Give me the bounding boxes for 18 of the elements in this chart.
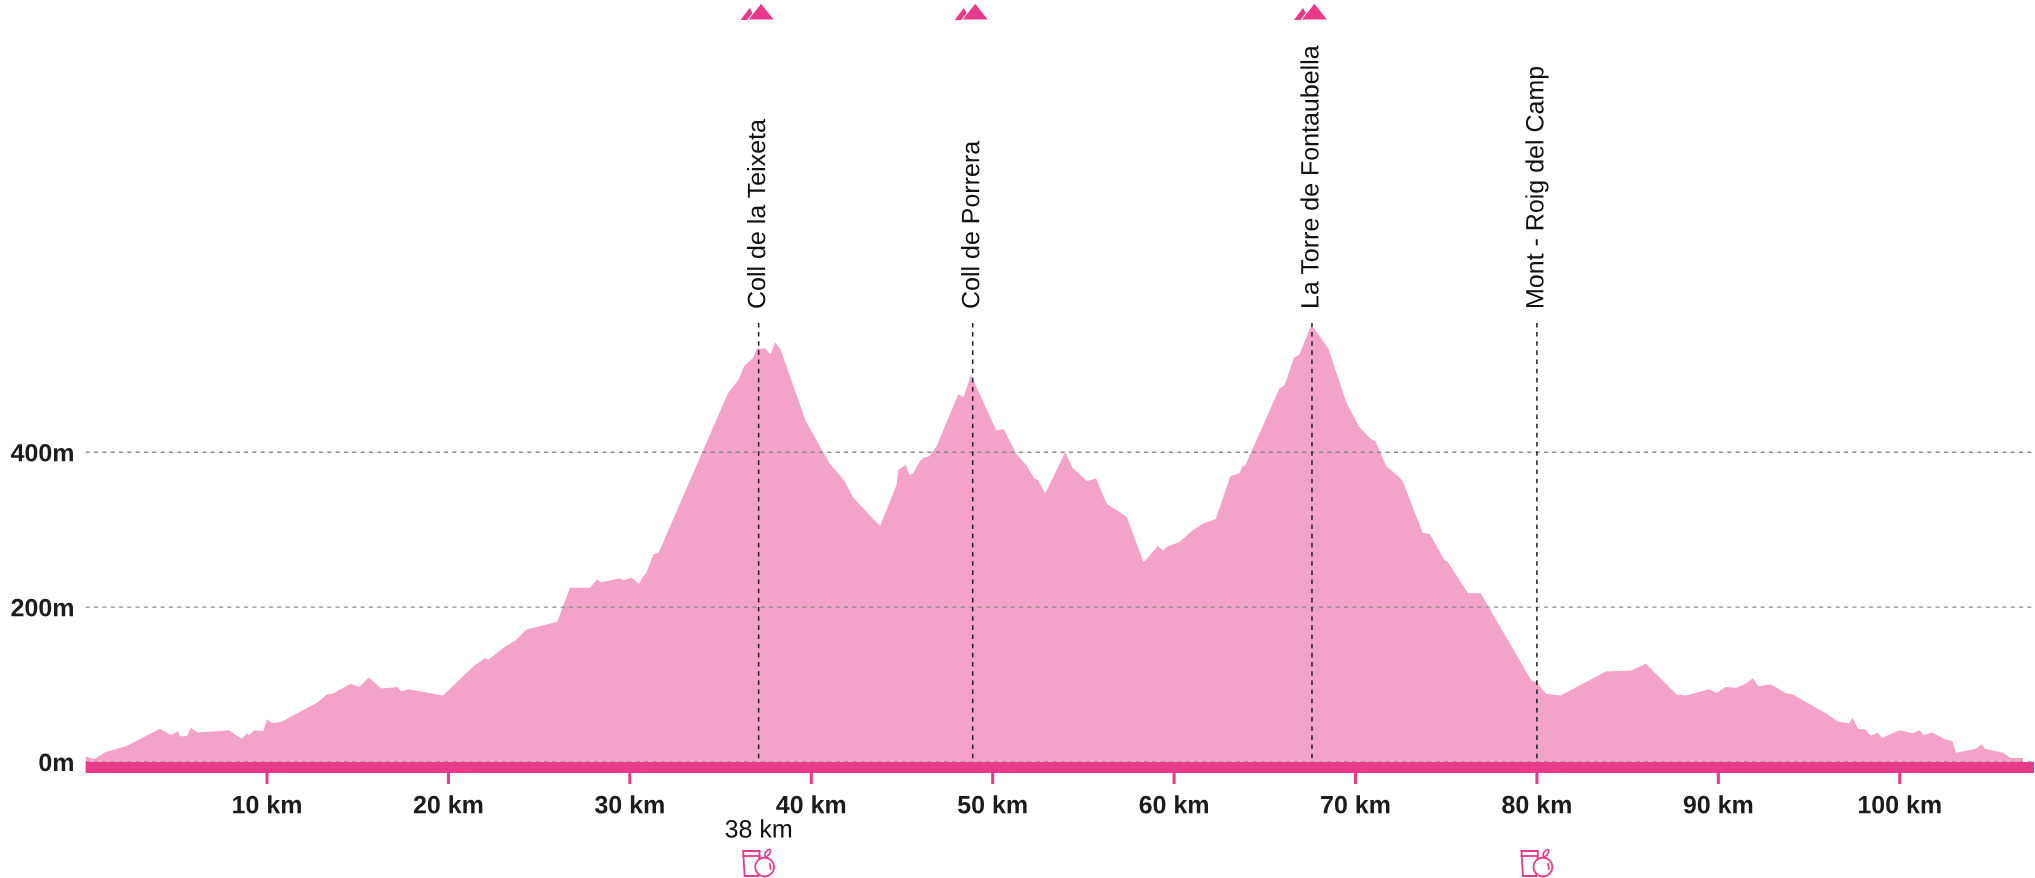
x-tick-label: 80 km: [1502, 795, 1571, 814]
x-tick-label: 100 km: [1858, 795, 1941, 814]
ref-line-label: Mont - Roig del Camp: [1525, 66, 1549, 307]
x-tick-label: 20 km: [413, 795, 483, 814]
ref-line-label: Coll de Porrera: [961, 140, 980, 308]
x-tick-label: 90 km: [1683, 795, 1753, 814]
ref-line-label: La Torre de Fontaubella: [1300, 45, 1319, 307]
x-tick-label: 60 km: [1139, 795, 1208, 814]
y-tick-label: 400m: [10, 443, 73, 462]
x-tick-label: 70 km: [1321, 795, 1390, 814]
x-tick-label: 10 km: [233, 795, 301, 814]
ref-line-label: Coll de la Teixeta: [747, 119, 766, 308]
x-tick-label: 30 km: [594, 795, 664, 814]
y-tick-label: 200m: [11, 598, 73, 617]
x-tick-label: 40 km: [776, 795, 846, 814]
text: 38 km: [725, 819, 792, 838]
x-tick-label: 50 km: [958, 795, 1027, 814]
y-tick-label: 0m: [39, 753, 73, 772]
